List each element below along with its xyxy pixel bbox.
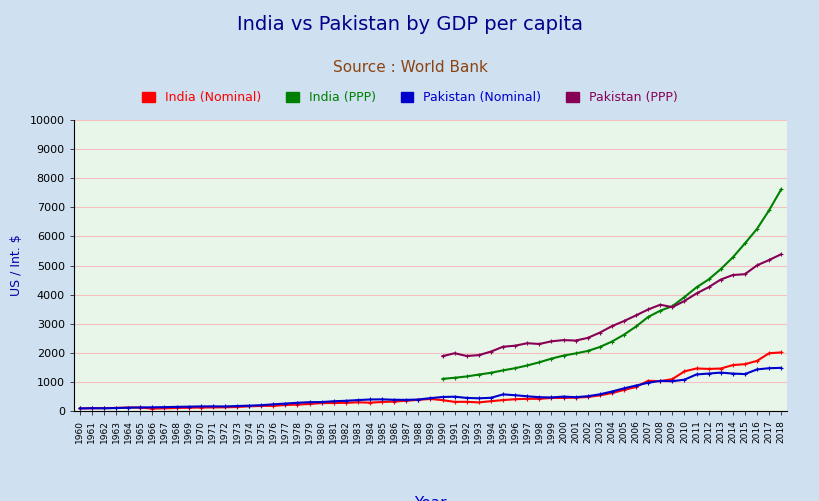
India (PPP): [703, 277, 713, 283]
India (PPP): [582, 348, 592, 354]
India (PPP): [594, 344, 604, 350]
India (PPP): [776, 186, 785, 192]
India (PPP): [606, 339, 616, 345]
Pakistan (PPP): [667, 304, 676, 310]
Pakistan (PPP): [522, 340, 532, 346]
India (PPP): [763, 207, 773, 213]
Pakistan (Nominal): [183, 404, 193, 410]
Pakistan (PPP): [497, 344, 507, 350]
Pakistan (PPP): [727, 272, 737, 278]
Pakistan (PPP): [509, 343, 519, 349]
India (PPP): [449, 375, 459, 381]
India (PPP): [461, 373, 471, 379]
Pakistan (PPP): [642, 307, 652, 313]
Pakistan (PPP): [703, 284, 713, 290]
India (PPP): [739, 240, 749, 246]
Pakistan (PPP): [751, 263, 761, 269]
X-axis label: Year: Year: [414, 495, 446, 501]
Pakistan (PPP): [582, 335, 592, 341]
Line: India (Nominal): India (Nominal): [78, 350, 782, 411]
Pakistan (PPP): [739, 271, 749, 277]
Pakistan (PPP): [473, 352, 483, 358]
India (PPP): [642, 314, 652, 320]
Pakistan (PPP): [679, 298, 689, 304]
Pakistan (PPP): [594, 330, 604, 336]
India (PPP): [679, 294, 689, 300]
India (PPP): [570, 350, 580, 356]
India (PPP): [534, 359, 544, 365]
Pakistan (PPP): [570, 338, 580, 344]
Pakistan (PPP): [461, 353, 471, 359]
Pakistan (PPP): [437, 353, 447, 359]
Pakistan (Nominal): [99, 405, 109, 411]
India (PPP): [690, 285, 700, 291]
India (PPP): [654, 308, 664, 314]
Line: Pakistan (Nominal): Pakistan (Nominal): [78, 366, 782, 410]
India (PPP): [486, 370, 495, 376]
India (Nominal): [594, 392, 604, 398]
Pakistan (PPP): [654, 302, 664, 308]
India (Nominal): [147, 406, 157, 412]
India (Nominal): [75, 405, 84, 411]
Line: India (PPP): India (PPP): [440, 187, 782, 381]
Pakistan (PPP): [618, 318, 628, 324]
India (Nominal): [268, 403, 278, 409]
India (Nominal): [449, 399, 459, 405]
Pakistan (PPP): [449, 350, 459, 356]
Pakistan (Nominal): [75, 405, 84, 411]
Pakistan (Nominal): [147, 404, 157, 410]
Pakistan (Nominal): [256, 402, 266, 408]
India (PPP): [558, 353, 568, 359]
India (PPP): [509, 365, 519, 371]
India (PPP): [715, 266, 725, 272]
Pakistan (PPP): [763, 257, 773, 263]
Pakistan (PPP): [486, 349, 495, 355]
Pakistan (Nominal): [437, 394, 447, 400]
India (Nominal): [160, 405, 170, 411]
India (PPP): [727, 255, 737, 261]
India (PPP): [618, 332, 628, 338]
Pakistan (PPP): [690, 291, 700, 297]
Pakistan (PPP): [558, 337, 568, 343]
India (PPP): [751, 226, 761, 232]
Pakistan (PPP): [545, 338, 555, 344]
India (PPP): [497, 367, 507, 373]
Pakistan (PPP): [534, 341, 544, 347]
India (Nominal): [776, 349, 785, 355]
Pakistan (PPP): [715, 277, 725, 283]
India (PPP): [667, 303, 676, 309]
India (Nominal): [196, 404, 206, 410]
Legend: India (Nominal), India (PPP), Pakistan (Nominal), Pakistan (PPP): India (Nominal), India (PPP), Pakistan (…: [143, 91, 676, 104]
India (Nominal): [99, 405, 109, 411]
Pakistan (Nominal): [582, 393, 592, 399]
Text: Source : World Bank: Source : World Bank: [333, 60, 486, 75]
India (PPP): [437, 376, 447, 382]
Pakistan (PPP): [776, 251, 785, 257]
Pakistan (Nominal): [776, 365, 785, 371]
Pakistan (PPP): [631, 312, 640, 318]
India (PPP): [522, 362, 532, 368]
Text: India vs Pakistan by GDP per capita: India vs Pakistan by GDP per capita: [237, 15, 582, 34]
Line: Pakistan (PPP): Pakistan (PPP): [440, 252, 782, 358]
Y-axis label: US / Int. $: US / Int. $: [10, 234, 23, 297]
India (PPP): [545, 356, 555, 362]
Pakistan (PPP): [606, 323, 616, 329]
India (PPP): [473, 372, 483, 378]
India (PPP): [631, 324, 640, 330]
